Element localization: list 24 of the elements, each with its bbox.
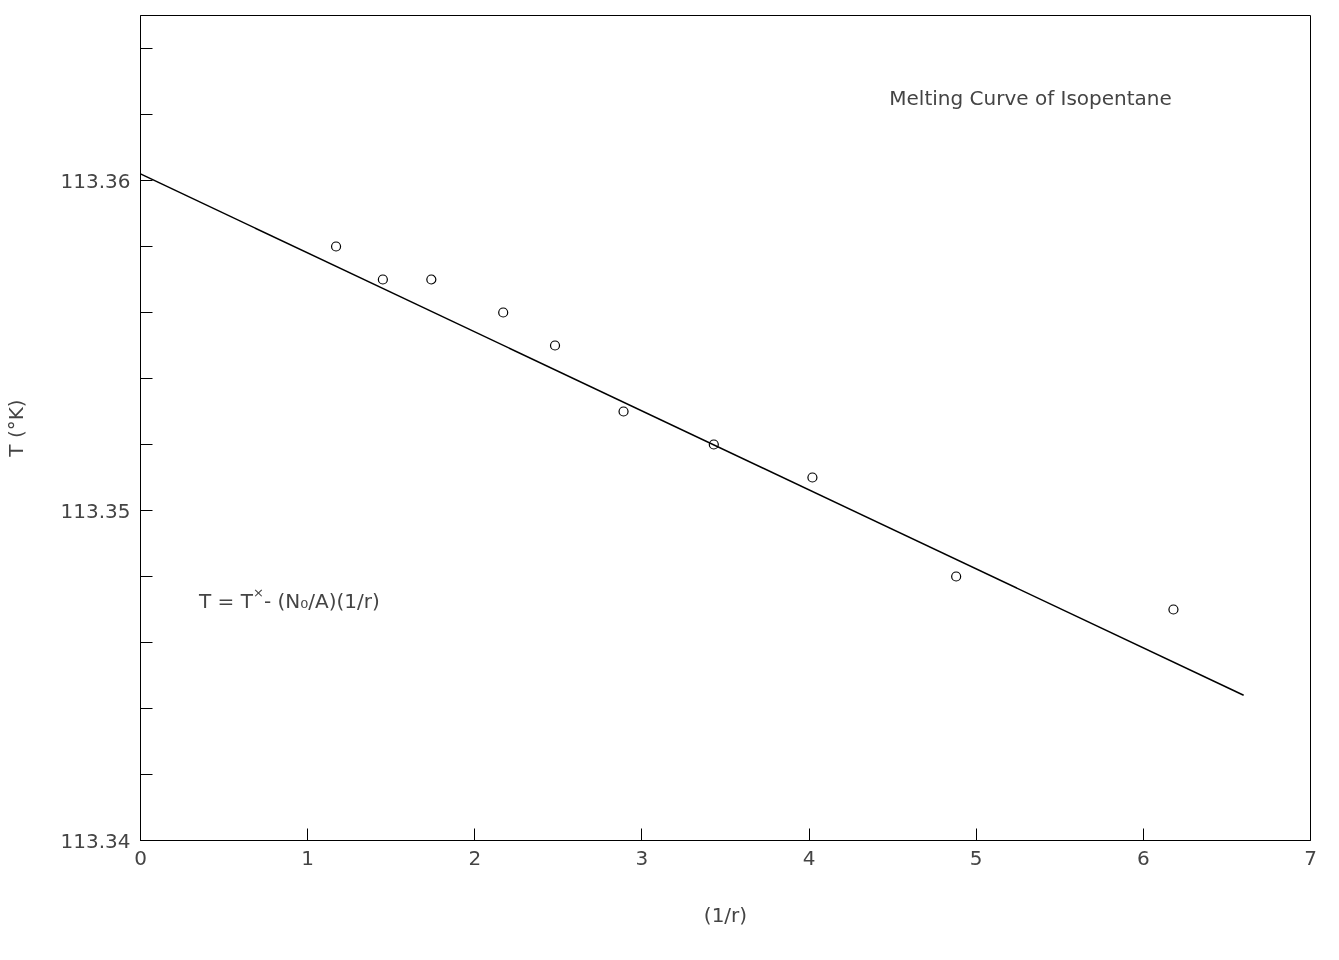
annotation: Melting Curve of Isopentane: [889, 86, 1172, 110]
x-tick-label: 1: [301, 845, 315, 870]
x-tick-label: 5: [969, 845, 983, 870]
x-axis-title: (1/r): [703, 902, 748, 927]
point: [807, 472, 818, 483]
y-tick-label: 113.35: [60, 498, 131, 523]
x-tick-label: 0: [134, 845, 147, 870]
point: [498, 307, 509, 318]
point: [1168, 604, 1179, 615]
x-tick-label: 2: [468, 845, 482, 870]
point: [377, 274, 388, 285]
x-tick-label: 7: [1304, 845, 1317, 870]
point: [426, 274, 437, 285]
point: [330, 241, 342, 252]
point: [951, 571, 962, 582]
y-axis-title: T (°K): [3, 399, 28, 458]
point: [618, 406, 629, 417]
y-tick-label: 113.36: [60, 168, 131, 193]
x-tick-label: 6: [1136, 845, 1150, 870]
x-tick-label: 3: [635, 845, 649, 870]
annotation: T = T×- (N₀/A)(1/r): [198, 584, 380, 614]
y-tick-label: 113.34: [60, 828, 131, 853]
point: [549, 340, 561, 351]
x-tick-label: 4: [802, 845, 816, 870]
